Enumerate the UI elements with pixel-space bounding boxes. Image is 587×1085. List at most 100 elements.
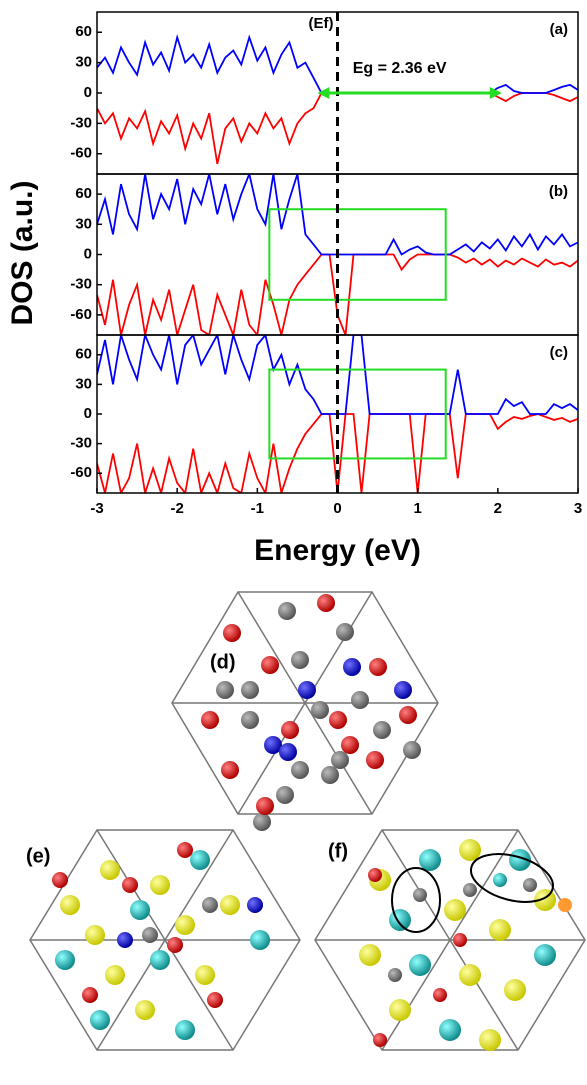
atom: [394, 681, 412, 699]
y-tick-label: 30: [75, 215, 92, 232]
atom: [250, 930, 270, 950]
x-tick-label: -3: [90, 500, 103, 517]
atom: [195, 965, 215, 985]
atom: [85, 925, 105, 945]
x-tick-label: -2: [170, 500, 183, 517]
atom: [317, 594, 335, 612]
x-tick-label: 2: [494, 500, 502, 517]
atom: [343, 658, 361, 676]
atom: [558, 898, 572, 912]
atom: [175, 1020, 195, 1040]
y-tick-label: -60: [70, 464, 92, 481]
atom: [60, 895, 80, 915]
atom: [453, 933, 467, 947]
highlight-box: [268, 208, 447, 301]
panel-label: (f): [328, 840, 348, 862]
atom: [336, 623, 354, 641]
highlight-circle: [470, 853, 554, 903]
atom: [175, 915, 195, 935]
atom: [150, 875, 170, 895]
atom: [221, 761, 239, 779]
structure-f: [314, 829, 586, 1051]
atom: [130, 900, 150, 920]
panel-label: (d): [210, 651, 236, 673]
atom: [504, 979, 526, 1001]
atom: [463, 883, 477, 897]
atom: [207, 992, 223, 1008]
y-tick-label: 30: [75, 54, 92, 71]
atom: [201, 711, 219, 729]
atom: [459, 839, 481, 861]
atom: [369, 658, 387, 676]
y-tick-label: 30: [75, 375, 92, 392]
atom: [493, 873, 507, 887]
x-tick-label: 3: [574, 500, 582, 517]
atom: [368, 868, 382, 882]
x-axis-label: Energy (eV): [254, 534, 421, 567]
atom: [264, 736, 282, 754]
y-tick-label: -60: [70, 145, 92, 162]
atom: [100, 860, 120, 880]
y-tick-label: -30: [70, 276, 92, 293]
atom: [220, 895, 240, 915]
atom: [279, 743, 297, 761]
atom: [341, 736, 359, 754]
atom: [135, 1000, 155, 1020]
plot-area: [97, 33, 578, 165]
atom: [90, 1010, 110, 1030]
atom: [409, 954, 431, 976]
atom: [509, 849, 531, 871]
y-tick-label: 60: [75, 346, 92, 363]
atom: [117, 932, 133, 948]
atom: [281, 721, 299, 739]
atom: [150, 950, 170, 970]
atom: [261, 656, 279, 674]
y-tick-label: -30: [70, 435, 92, 452]
y-tick-label: 0: [84, 84, 92, 101]
atom: [359, 944, 381, 966]
atom: [331, 751, 349, 769]
y-tick-label: 0: [84, 245, 92, 262]
atom: [419, 849, 441, 871]
atom: [459, 964, 481, 986]
highlight-circle: [391, 867, 441, 933]
atom: [351, 691, 369, 709]
atom: [389, 909, 411, 931]
panel-label: (c): [550, 344, 568, 361]
atom: [256, 797, 274, 815]
structure-e: [29, 829, 301, 1051]
x-tick-label: 1: [413, 500, 421, 517]
atom: [373, 721, 391, 739]
atom: [177, 842, 193, 858]
atom: [403, 741, 421, 759]
arrow-head: [317, 87, 330, 99]
atom: [388, 968, 402, 982]
panel-label: (a): [550, 21, 568, 38]
atom: [389, 999, 411, 1021]
atom: [444, 899, 466, 921]
highlight-box: [268, 368, 447, 460]
atom: [433, 988, 447, 1002]
atom: [276, 786, 294, 804]
atom: [142, 927, 158, 943]
y-tick-label: -60: [70, 306, 92, 323]
atom: [311, 701, 329, 719]
panel-label: (b): [549, 183, 568, 200]
atom: [247, 897, 263, 913]
atom: [82, 987, 98, 1003]
y-tick-label: 0: [84, 405, 92, 422]
atom: [105, 965, 125, 985]
eg-label: Eg = 2.36 eV: [353, 60, 447, 77]
cell-lines: [172, 591, 438, 815]
atom: [291, 651, 309, 669]
y-tick-label: 60: [75, 185, 92, 202]
atom: [223, 624, 241, 642]
atom: [291, 761, 309, 779]
atom: [241, 711, 259, 729]
atom: [167, 937, 183, 953]
atom: [399, 706, 417, 724]
atom: [439, 1019, 461, 1041]
atom: [202, 897, 218, 913]
atom: [122, 877, 138, 893]
